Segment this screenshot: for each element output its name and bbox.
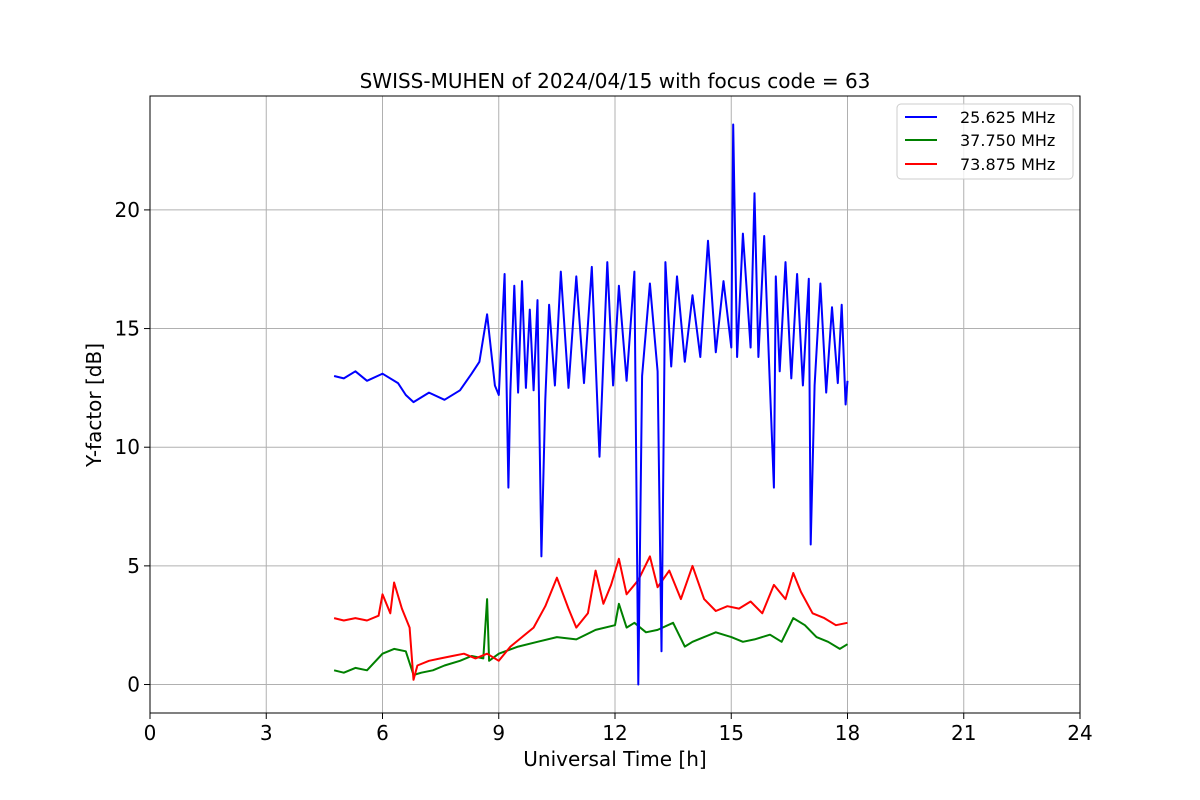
series-25mhz-line [333, 123, 849, 686]
y-tick-label: 10 [115, 435, 140, 459]
x-tick-label: 24 [1067, 721, 1092, 745]
series-73mhz-line [333, 555, 848, 681]
series-layer [333, 123, 849, 686]
x-tick-label: 21 [951, 721, 976, 745]
x-tick-label: 3 [260, 721, 273, 745]
legend-label-25mhz: 25.625 MHz [960, 108, 1055, 127]
x-tick-label: 0 [144, 721, 157, 745]
y-tick-label: 20 [115, 198, 140, 222]
x-tick-label: 9 [492, 721, 505, 745]
x-tick-label: 6 [376, 721, 389, 745]
ticks: 0 3 6 9 12 15 18 21 24 0 5 10 15 20 [115, 198, 1093, 745]
x-tick-label: 18 [835, 721, 860, 745]
x-tick-label: 12 [602, 721, 627, 745]
legend-box [896, 103, 1074, 180]
legend-label-73mhz: 73.875 MHz [960, 155, 1055, 174]
legend: 25.625 MHz 37.750 MHz 73.875 MHz [896, 103, 1074, 180]
legend-label-37mhz: 37.750 MHz [960, 131, 1055, 150]
x-axis-title: Universal Time [h] [523, 747, 706, 771]
y-tick-label: 15 [115, 317, 140, 341]
chart-title: SWISS-MUHEN of 2024/04/15 with focus cod… [360, 69, 871, 93]
y-tick-label: 0 [127, 673, 140, 697]
x-tick-label: 15 [719, 721, 744, 745]
y-axis-title: Y-factor [dB] [82, 343, 106, 468]
y-tick-label: 5 [127, 554, 140, 578]
